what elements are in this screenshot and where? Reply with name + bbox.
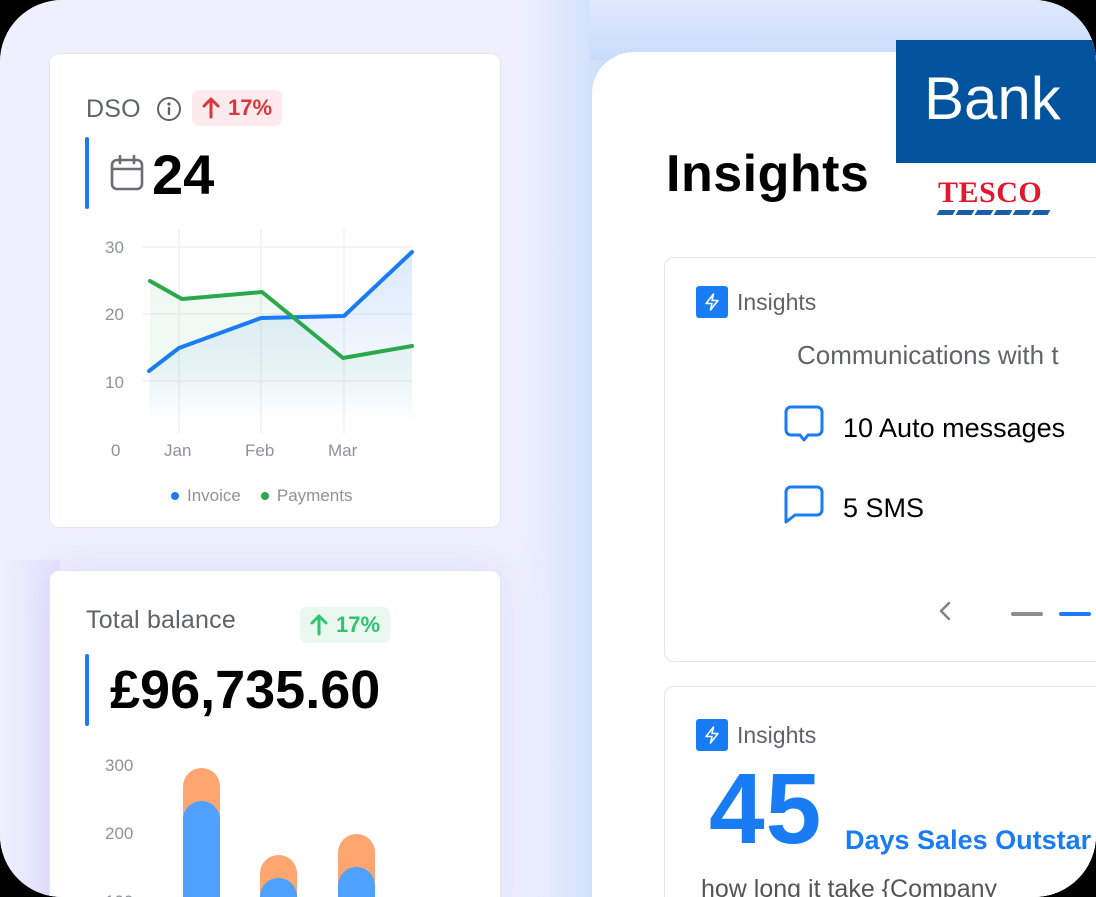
pager-page-2[interactable] — [1059, 611, 1091, 616]
total-balance-card: Total balance 17% £96,735.60 300 200 100 — [49, 570, 501, 897]
y-tick-300: 300 — [105, 756, 133, 775]
insight-tag: Insights — [696, 286, 816, 318]
x-tick-jan: Jan — [164, 441, 191, 460]
accent-bar — [85, 654, 89, 726]
y-tick-10: 10 — [105, 373, 124, 392]
arrow-up-icon — [202, 97, 220, 119]
payments-line — [148, 279, 414, 360]
legend-invoice[interactable]: Invoice — [171, 486, 241, 506]
arrow-up-icon — [310, 614, 328, 636]
logo-stripes — [936, 210, 1054, 215]
tesco-logo: TESCO — [936, 176, 1054, 218]
dso-line-chart: 30 20 10 0 Jan Feb Mar — [105, 229, 414, 460]
x-tick-mar: Mar — [328, 441, 358, 460]
list-item-label: 10 Auto messages — [843, 413, 1066, 443]
insight-card-dso: Insights 45 Days Sales Outstar how long … — [664, 686, 1096, 897]
carousel-pager — [937, 600, 1096, 627]
balance-bar-chart: 300 200 100 — [105, 756, 375, 897]
balance-title: Total balance — [86, 606, 236, 634]
calendar-icon — [110, 154, 144, 196]
insight-tag: Insights — [696, 719, 816, 751]
legend-label: Payments — [276, 486, 353, 505]
y-tick-200: 200 — [105, 824, 133, 843]
bar-base — [338, 867, 375, 897]
bank-label: Bank — [896, 40, 1096, 163]
balance-change-value: 17% — [336, 612, 381, 637]
chevron-left-icon[interactable] — [937, 600, 953, 627]
lightning-icon — [696, 719, 728, 751]
legend-payments[interactable]: Payments — [260, 486, 353, 506]
dso-card: DSO 17% 24 — [49, 53, 501, 528]
dso-change-badge: 17% — [192, 90, 283, 126]
y-tick-30: 30 — [105, 238, 124, 257]
page-title: Insights — [666, 145, 870, 203]
accent-bar — [85, 137, 89, 209]
x-tick-feb: Feb — [245, 441, 274, 460]
legend-label: Invoice — [187, 486, 241, 505]
balance-value: £96,735.60 — [110, 660, 381, 720]
insight-card-communications: Insights Communications with t 10 Auto m… — [664, 257, 1096, 662]
dso-change-value: 17% — [228, 95, 273, 120]
bar-base — [260, 878, 297, 897]
list-item[interactable]: 10 Auto messages — [783, 404, 1065, 453]
dot-icon — [260, 492, 269, 500]
y-tick-20: 20 — [105, 305, 124, 324]
dso-description: how long it take {Company — [701, 875, 998, 897]
dot-icon — [171, 492, 179, 500]
sms-bubble-icon — [783, 484, 825, 533]
communications-heading: Communications with t — [797, 340, 1059, 370]
insight-tag-label: Insights — [737, 721, 817, 748]
lightning-icon — [696, 286, 728, 318]
dso-big-number: 45 — [709, 753, 823, 865]
info-circle-icon[interactable] — [156, 96, 182, 127]
chat-bubble-icon — [783, 404, 825, 453]
dso-metric-label: Days Sales Outstar — [845, 825, 1092, 855]
pager-page-1[interactable] — [1011, 611, 1043, 616]
bar-base — [183, 801, 220, 897]
invoice-line — [147, 250, 414, 373]
balance-change-badge: 17% — [300, 607, 391, 643]
list-item[interactable]: 5 SMS — [783, 484, 924, 533]
dso-value: 24 — [152, 143, 215, 206]
insight-tag-label: Insights — [737, 288, 817, 315]
dso-title: DSO — [86, 95, 141, 123]
y-tick-0: 0 — [111, 441, 120, 460]
chart-legend: Invoice Payments — [171, 486, 352, 506]
list-item-label: 5 SMS — [843, 493, 925, 523]
brand-logo-text: TESCO — [938, 176, 1043, 209]
y-tick-100: 100 — [105, 892, 133, 897]
